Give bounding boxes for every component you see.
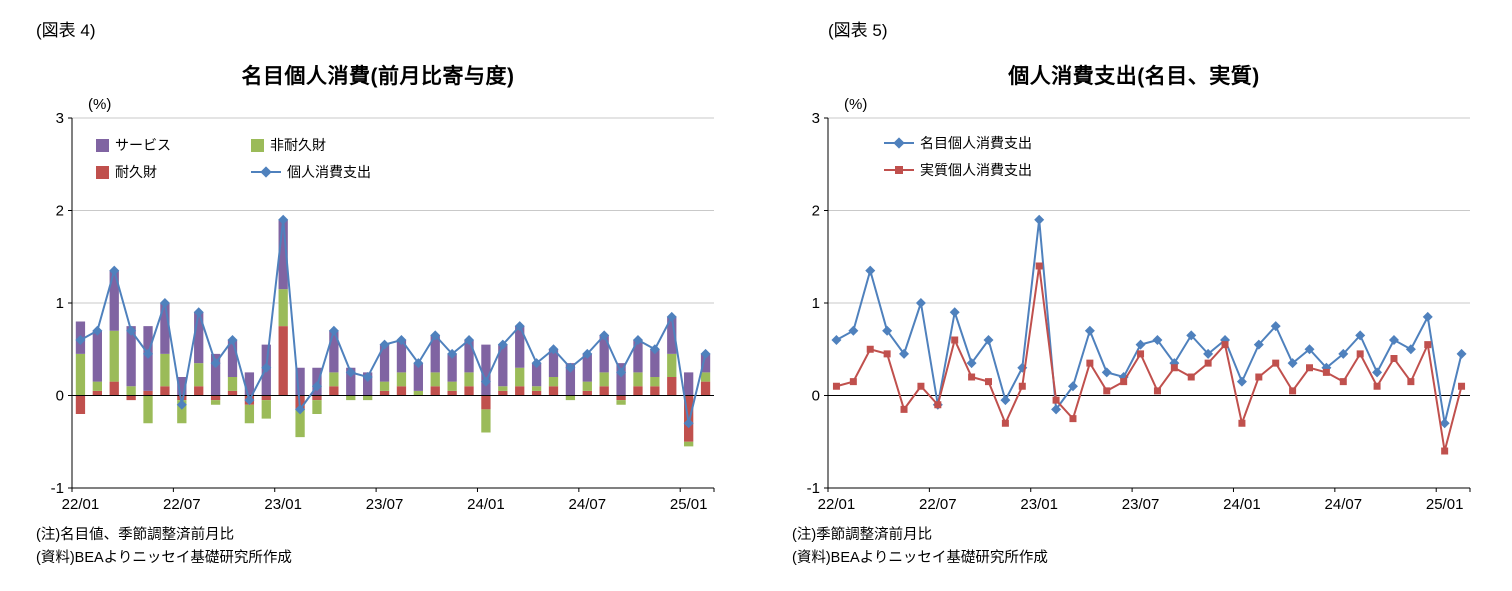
- svg-text:(%): (%): [88, 96, 111, 113]
- legend-item-services: サービス: [96, 136, 171, 154]
- legend-item-nominal-pce: 名目個人消費支出: [884, 134, 1032, 152]
- legend-pce-lines-chart: 名目個人消費支出 実質個人消費支出: [884, 134, 1032, 179]
- pce-lines-chart-svg: 3 2 1 0 -122/01 22/07 23/01 23/07 24/01 24/07 25/0…: [807, 96, 1471, 513]
- svg-text:3: 3: [812, 110, 820, 127]
- figure-label-4: (図表 4): [36, 21, 96, 40]
- contribution-chart-svg: 3 2 1 0 -122/01 22/07 23/01 23/07 24/01 24/07 25/0…: [51, 96, 715, 513]
- svg-text:23/01: 23/01: [1020, 496, 1058, 513]
- panel-pce-nominal-real: (図表 5) 個人消費支出(名目、実質) 3 2 1 0 -1 22/01 22/07 23/…: [756, 0, 1512, 591]
- svg-text:24/07: 24/07: [569, 496, 607, 513]
- svg-text:2: 2: [56, 203, 64, 220]
- svg-text:22/01: 22/01: [818, 496, 856, 513]
- nominal-pce-line-swatch-icon: [884, 136, 914, 150]
- svg-text:25/01: 25/01: [1426, 496, 1464, 513]
- note-line-1: (注)季節調整済前月比: [792, 527, 933, 543]
- services-swatch-icon: [96, 138, 109, 152]
- svg-text:1: 1: [56, 295, 64, 312]
- legend-label-real-pce: 実質個人消費支出: [920, 162, 1032, 178]
- svg-text:2: 2: [812, 203, 820, 220]
- svg-text:22/01: 22/01: [62, 496, 100, 513]
- svg-text:24/01: 24/01: [467, 496, 505, 513]
- svg-text:3: 3: [56, 110, 64, 127]
- svg-text:22/07: 22/07: [163, 496, 201, 513]
- legend-item-real-pce: 実質個人消費支出: [884, 161, 1032, 179]
- svg-text:0: 0: [56, 388, 64, 405]
- chart-area-pce-nominal-real: 3 2 1 0 -1 22/01 22/07 23/01 23/07 24/01 24/07 25/0…: [784, 96, 1484, 520]
- notes-left: (注)名目値、季節調整済前月比 (資料)BEAよりニッセイ基礎研究所作成: [36, 524, 292, 570]
- figure-label-5: (図表 5): [828, 21, 888, 40]
- legend-label-nondurables: 非耐久財: [270, 137, 326, 153]
- legend-item-durables: 耐久財: [96, 163, 171, 181]
- legend-item-pce-line: 個人消費支出: [251, 163, 371, 181]
- svg-text:22/07: 22/07: [919, 496, 957, 513]
- legend-label-services: サービス: [115, 137, 171, 153]
- real-pce-line-swatch-icon: [884, 163, 914, 177]
- svg-text:23/07: 23/07: [366, 496, 404, 513]
- svg-text:-1: -1: [807, 480, 820, 497]
- legend-label-durables: 耐久財: [115, 164, 157, 180]
- chart-title-pce-nominal-real: 個人消費支出(名目、実質): [1008, 65, 1260, 88]
- svg-text:24/01: 24/01: [1223, 496, 1261, 513]
- legend-item-nondurables: 非耐久財: [251, 136, 371, 154]
- svg-text:24/07: 24/07: [1325, 496, 1363, 513]
- legend-column-2: 非耐久財 個人消費支出: [251, 136, 371, 181]
- svg-text:(%): (%): [844, 96, 867, 113]
- svg-text:1: 1: [812, 295, 820, 312]
- durables-swatch-icon: [96, 165, 109, 179]
- svg-text:25/01: 25/01: [670, 496, 708, 513]
- chart-area-nominal-consumption: 3 2 1 0 -1 22/01 22/07 23/01 23/07 24/01 24/07 25/0…: [28, 96, 728, 520]
- legend-label-nominal-pce: 名目個人消費支出: [920, 135, 1032, 151]
- note-line-2: (資料)BEAよりニッセイ基礎研究所作成: [36, 550, 292, 567]
- legend-contribution-chart: サービス 耐久財 非耐久財 個人消費支出: [96, 136, 371, 181]
- nondurables-swatch-icon: [251, 138, 264, 152]
- note-line-2: (資料)BEAよりニッセイ基礎研究所作成: [792, 550, 1048, 567]
- legend-column-1: サービス 耐久財: [96, 136, 171, 181]
- svg-text:0: 0: [812, 388, 820, 405]
- note-line-1: (注)名目値、季節調整済前月比: [36, 527, 235, 543]
- legend-label-pce: 個人消費支出: [287, 164, 371, 180]
- svg-text:23/07: 23/07: [1122, 496, 1160, 513]
- chart-title-nominal-consumption: 名目個人消費(前月比寄与度): [241, 65, 515, 88]
- pce-line-swatch-icon: [251, 165, 281, 179]
- panel-nominal-consumption: (図表 4) 名目個人消費(前月比寄与度) 3 2 1 0 -1 22/01 22/07 23…: [28, 21, 728, 570]
- svg-text:23/01: 23/01: [264, 496, 302, 513]
- notes-right: (注)季節調整済前月比 (資料)BEAよりニッセイ基礎研究所作成: [792, 524, 1048, 570]
- svg-text:-1: -1: [51, 480, 64, 497]
